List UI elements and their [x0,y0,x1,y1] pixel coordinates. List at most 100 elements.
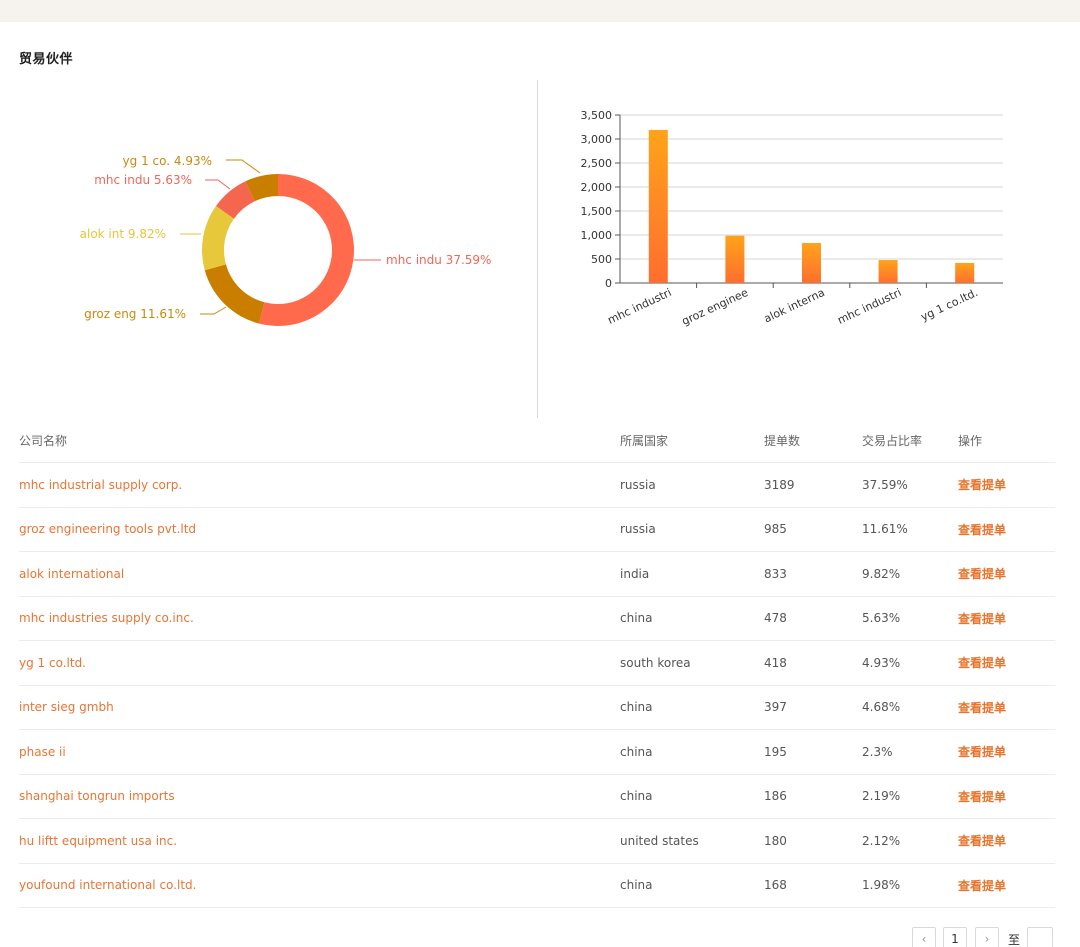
view-bills-button[interactable]: 查看提单 [958,611,1007,626]
bill-count-cell: 195 [764,744,787,759]
donut-slice-3 [216,181,255,219]
company-name-link[interactable]: phase ii [19,744,66,759]
prev-page-button[interactable]: ‹ [912,927,936,947]
table-row: inter sieg gmbh china 397 4.68% 查看提单 [19,686,1055,730]
header-country: 所属国家 [620,433,669,448]
company-name-link[interactable]: shanghai tongrun imports [19,789,175,804]
y-axis-tick-label: 3,000 [581,133,613,146]
country-cell: russia [620,522,656,537]
table-row: hu liftt equipment usa inc. united state… [19,819,1055,864]
view-bills-button[interactable]: 查看提单 [958,478,1007,493]
trade-ratio-cell: 2.12% [862,833,901,848]
trade-ratio-cell: 9.82% [862,566,901,581]
header-trade-ratio: 交易占比率 [862,433,923,448]
x-axis-tick-label: mhc industri [835,286,903,327]
header-operation: 操作 [958,433,983,448]
country-cell: china [620,700,653,715]
company-name-link[interactable]: inter sieg gmbh [19,700,114,715]
trade-ratio-cell: 11.61% [862,522,908,537]
goto-page-label: 至 [1008,933,1021,947]
goto-page-input[interactable] [1027,927,1053,947]
trade-ratio-cell: 1.98% [862,878,901,893]
header-bill-count: 提单数 [764,433,801,448]
y-axis-tick-label: 1,000 [581,229,613,242]
table-header-row: 公司名称 所属国家 提单数 交易占比率 操作 [19,418,1055,463]
company-name-link[interactable]: youfound international co.ltd. [19,878,197,893]
pie-label-yg1: yg 1 co. 4.93% [123,154,212,168]
table-row: youfound international co.ltd. china 168… [19,864,1055,908]
table-row: mhc industries supply co.inc. china 478 … [19,597,1055,641]
bill-count-cell: 186 [764,789,787,804]
donut-slice-1 [204,264,265,324]
bill-count-cell: 397 [764,700,787,715]
x-axis-tick-label: alok interna [762,286,827,325]
pie-leader-line [200,306,227,315]
x-axis-tick-label: groz enginee [680,286,751,328]
y-axis-tick-label: 500 [591,253,612,266]
x-axis-tick-label: mhc industri [606,286,674,327]
view-bills-button[interactable]: 查看提单 [958,567,1007,582]
top-strip [0,0,1080,22]
country-cell: india [620,566,650,581]
country-cell: united states [620,833,699,848]
country-cell: china [620,744,653,759]
country-cell: south korea [620,655,691,670]
country-cell: china [620,789,653,804]
y-axis-tick-label: 3,500 [581,109,613,122]
table-row: mhc industrial supply corp. russia 3189 … [19,463,1055,508]
bar-2 [802,243,821,283]
table-row: phase ii china 195 2.3% 查看提单 [19,730,1055,775]
bar-4 [955,262,975,283]
table-body: mhc industrial supply corp. russia 3189 … [19,463,1055,908]
company-name-link[interactable]: yg 1 co.ltd. [19,655,86,670]
bar-chart-svg: 0 500 1,000 1,500 2,000 2,500 3,000 3,500 mhc i… [581,109,1003,328]
view-bills-button[interactable]: 查看提单 [958,789,1007,804]
bill-count-cell: 418 [764,655,787,670]
trade-ratio-cell: 5.63% [862,611,901,626]
view-bills-button[interactable]: 查看提单 [958,745,1007,760]
bill-count-cell: 168 [764,878,787,893]
trade-ratio-cell: 2.19% [862,789,901,804]
pie-label-mhc-small: mhc indu 5.63% [94,173,192,187]
view-bills-button[interactable]: 查看提单 [958,522,1007,537]
donut-slice-0 [258,174,355,326]
y-axis-tick-label: 0 [605,277,612,290]
pie-label-mhc-large: mhc indu 37.59% [386,253,491,267]
header-company-name: 公司名称 [19,433,68,448]
pie-label-groz: groz eng 11.61% [84,307,186,321]
next-page-button[interactable]: › [975,927,999,947]
y-axis-tick-label: 1,500 [581,205,613,218]
view-bills-button[interactable]: 查看提单 [958,878,1007,893]
view-bills-button[interactable]: 查看提单 [958,656,1007,671]
country-cell: china [620,611,653,626]
bill-count-cell: 3189 [764,477,795,492]
bar-3 [878,260,898,283]
pie-label-alok: alok int 9.82% [80,227,166,241]
view-bills-button[interactable]: 查看提单 [958,700,1007,715]
company-name-link[interactable]: mhc industries supply co.inc. [19,611,194,626]
y-axis-tick-label: 2,500 [581,157,613,170]
trade-ratio-cell: 4.68% [862,700,901,715]
x-axis-tick-label: yg 1 co.ltd. [919,286,980,324]
bill-count-cell: 180 [764,833,787,848]
bar-0 [648,129,668,283]
bar-chart: 0 500 1,000 1,500 2,000 2,500 3,000 3,500 mhc i… [560,100,1020,360]
bill-count-cell: 478 [764,611,787,626]
bill-count-cell: 985 [764,522,787,537]
company-name-link[interactable]: mhc industrial supply corp. [19,477,183,492]
table-row: shanghai tongrun imports china 186 2.19%… [19,775,1055,819]
trade-ratio-cell: 4.93% [862,655,901,670]
partners-table: 公司名称 所属国家 提单数 交易占比率 操作 mhc industrial su… [19,418,1055,908]
table-row: yg 1 co.ltd. south korea 418 4.93% 查看提单 [19,641,1055,686]
pie-leader-line [226,159,261,174]
donut-chart: yg 1 co. 4.93% mhc indu 5.63% alok int 9… [0,80,537,420]
table-row: groz engineering tools pvt.ltd russia 98… [19,508,1055,552]
page-number-1[interactable]: 1 [943,927,967,947]
donut-chart-svg: yg 1 co. 4.93% mhc indu 5.63% alok int 9… [80,154,491,326]
company-name-link[interactable]: alok international [19,566,125,581]
company-name-link[interactable]: groz engineering tools pvt.ltd [19,522,197,537]
donut-slice-4 [245,174,278,202]
view-bills-button[interactable]: 查看提单 [958,834,1007,849]
company-name-link[interactable]: hu liftt equipment usa inc. [19,833,178,848]
bill-count-cell: 833 [764,566,787,581]
